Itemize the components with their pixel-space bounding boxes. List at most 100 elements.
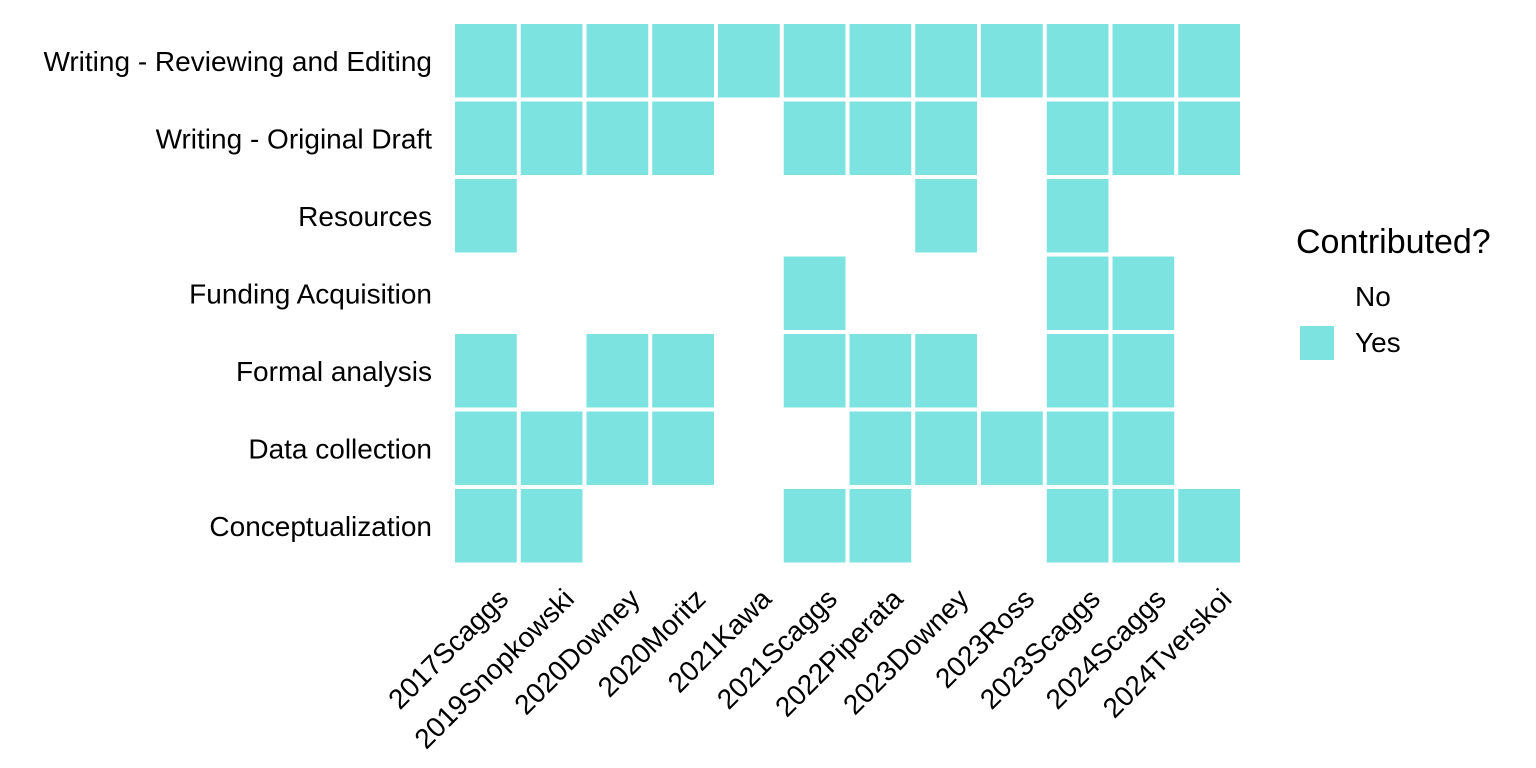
heatmap-cell — [783, 24, 846, 98]
heatmap-cell — [652, 101, 714, 175]
heatmap-cell — [455, 334, 517, 408]
heatmap-cell — [718, 24, 780, 98]
y-tick-label: Funding Acquisition — [189, 278, 432, 309]
legend: Contributed? No Yes — [1296, 223, 1491, 360]
heatmap-cell — [586, 24, 649, 98]
heatmap-cell — [849, 334, 912, 408]
heatmap-cell — [586, 489, 649, 563]
heatmap-cell — [1046, 411, 1109, 485]
heatmap-cell — [1046, 334, 1109, 408]
heatmap-cell — [718, 101, 780, 175]
heatmap-cell — [586, 256, 649, 330]
heatmap-cell — [915, 101, 977, 175]
heatmap-cell — [981, 101, 1043, 175]
heatmap-cell — [1112, 101, 1175, 175]
heatmap-cell — [1112, 489, 1175, 563]
x-axis-labels: 2017Scaggs2019Snopkowski2020Downey2020Mo… — [382, 583, 1237, 755]
heatmap-cell — [783, 334, 846, 408]
heatmap-cell — [981, 24, 1043, 98]
heatmap-cell — [455, 24, 517, 98]
heatmap-cell — [915, 489, 977, 563]
heatmap-cell — [586, 101, 649, 175]
heatmap-cell — [718, 411, 780, 485]
heatmap-cell — [455, 179, 517, 253]
heatmap-cell — [981, 179, 1043, 253]
heatmap-cell — [1046, 256, 1109, 330]
heatmap-cell — [652, 489, 714, 563]
y-tick-label: Resources — [298, 201, 432, 232]
legend-key-no — [1300, 280, 1334, 314]
heatmap-cell — [783, 179, 846, 253]
heatmap-cell — [1046, 489, 1109, 563]
heatmap-cell — [652, 24, 714, 98]
heatmap-cell — [1046, 24, 1109, 98]
heatmap-cell — [1112, 24, 1175, 98]
heatmap-cell — [520, 24, 583, 98]
heatmap-cell — [915, 179, 977, 253]
heatmap-cell — [520, 411, 583, 485]
legend-key-yes — [1300, 326, 1334, 360]
heatmap-cell — [718, 256, 780, 330]
legend-label-yes: Yes — [1355, 327, 1401, 358]
heatmap-cell — [981, 489, 1043, 563]
heatmap-cell — [718, 334, 780, 408]
heatmap-cell — [1178, 24, 1240, 98]
heatmap-cell — [1178, 489, 1240, 563]
heatmap-cell — [652, 411, 714, 485]
heatmap-cell — [520, 101, 583, 175]
heatmap-cell — [520, 489, 583, 563]
legend-label-no: No — [1355, 281, 1391, 312]
heatmap-cell — [652, 256, 714, 330]
y-tick-label: Data collection — [248, 433, 432, 464]
heatmap-cell — [783, 411, 846, 485]
heatmap-cell — [915, 411, 977, 485]
heatmap-cell — [718, 489, 780, 563]
heatmap-cell — [915, 24, 977, 98]
heatmap-cell — [849, 411, 912, 485]
heatmap-cells — [455, 24, 1240, 563]
heatmap-cell — [1178, 334, 1240, 408]
heatmap-cell — [981, 411, 1043, 485]
heatmap-cell — [783, 101, 846, 175]
heatmap-cell — [849, 256, 912, 330]
heatmap-cell — [520, 256, 583, 330]
heatmap-cell — [1112, 256, 1175, 330]
heatmap-cell — [586, 334, 649, 408]
heatmap-cell — [455, 411, 517, 485]
heatmap-cell — [586, 179, 649, 253]
heatmap-cell — [520, 179, 583, 253]
heatmap-cell — [915, 334, 977, 408]
heatmap-cell — [783, 256, 846, 330]
heatmap-cell — [981, 256, 1043, 330]
heatmap-cell — [718, 179, 780, 253]
y-axis-labels: Writing - Reviewing and Editing Writing -… — [43, 46, 432, 542]
heatmap-cell — [849, 179, 912, 253]
heatmap-cell — [1178, 179, 1240, 253]
heatmap-cell — [1112, 179, 1175, 253]
heatmap-cell — [1178, 411, 1240, 485]
legend-title: Contributed? — [1296, 223, 1491, 261]
heatmap-cell — [455, 101, 517, 175]
y-tick-label: Writing - Original Draft — [156, 123, 433, 154]
heatmap-cell — [1046, 179, 1109, 253]
heatmap-cell — [1046, 101, 1109, 175]
y-tick-label: Writing - Reviewing and Editing — [43, 46, 432, 77]
heatmap-cell — [520, 334, 583, 408]
heatmap-cell — [849, 101, 912, 175]
heatmap-cell — [981, 334, 1043, 408]
heatmap-cell — [915, 256, 977, 330]
heatmap-cell — [1112, 411, 1175, 485]
heatmap-cell — [849, 24, 912, 98]
heatmap-cell — [783, 489, 846, 563]
heatmap-cell — [455, 489, 517, 563]
heatmap-cell — [1112, 334, 1175, 408]
heatmap-cell — [1178, 101, 1240, 175]
heatmap-cell — [455, 256, 517, 330]
heatmap-cell — [586, 411, 649, 485]
heatmap-cell — [849, 489, 912, 563]
y-tick-label: Formal analysis — [236, 356, 432, 387]
heatmap-cell — [1178, 256, 1240, 330]
heatmap-cell — [652, 334, 714, 408]
y-tick-label: Conceptualization — [209, 511, 432, 542]
